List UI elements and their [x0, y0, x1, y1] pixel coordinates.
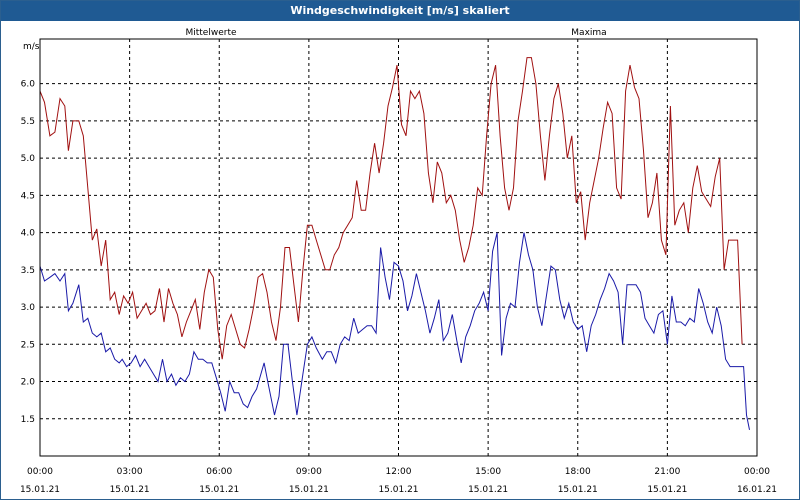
x-tick-date: 15.01.21: [110, 485, 150, 495]
x-tick-time: 03:00: [117, 467, 143, 477]
y-tick-label: 4.0: [21, 229, 36, 239]
x-tick-time: 21:00: [654, 467, 680, 477]
x-tick-time: 00:00: [744, 467, 770, 477]
x-tick-date: 15.01.21: [20, 485, 60, 495]
legend-mittelwerte: Mittelwerte: [185, 28, 236, 38]
y-tick-label: 2.0: [21, 378, 36, 388]
x-tick-date: 15.01.21: [289, 485, 329, 495]
y-tick-label: 1.5: [21, 415, 35, 425]
x-tick-date: 15.01.21: [647, 485, 687, 495]
y-tick-label: 5.0: [21, 154, 36, 164]
x-tick-date: 15.01.21: [558, 485, 598, 495]
y-tick-label: 3.5: [21, 266, 35, 276]
x-tick-date: 15.01.21: [378, 485, 418, 495]
x-tick-date: 15.01.21: [199, 485, 239, 495]
x-tick-time: 15:00: [475, 467, 501, 477]
y-tick-label: 5.5: [21, 117, 35, 127]
x-tick-date: 16.01.21: [737, 485, 777, 495]
x-tick-time: 00:00: [27, 467, 53, 477]
series-line-maxima: [39, 57, 743, 360]
y-tick-label: 3.0: [21, 303, 36, 313]
window-title: Windgeschwindigkeit [m/s] skaliert: [1, 1, 799, 21]
x-tick-date: 15.01.21: [468, 485, 508, 495]
y-tick-label: 2.5: [21, 340, 35, 350]
x-tick-time: 06:00: [206, 467, 232, 477]
y-axis-unit: m/s: [23, 42, 40, 52]
x-tick-time: 12:00: [386, 467, 412, 477]
series-line-mittelwerte: [39, 232, 750, 430]
y-tick-label: 4.5: [21, 191, 35, 201]
x-tick-time: 09:00: [296, 467, 322, 477]
plot-frame: [39, 38, 758, 457]
y-tick-label: 6.0: [21, 80, 36, 90]
wind-speed-chart: m/s Mittelwerte Maxima 1.5 2.0 2.5 3.0 3.5 4.…: [20, 28, 777, 495]
legend-maxima: Maxima: [571, 28, 606, 38]
x-tick-time: 18:00: [565, 467, 591, 477]
